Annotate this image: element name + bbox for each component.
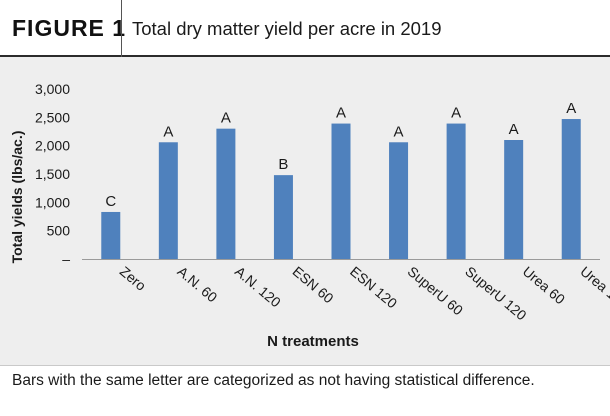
significance-letter: A bbox=[566, 100, 576, 117]
bar bbox=[389, 142, 409, 259]
figure-label: FIGURE 1 bbox=[12, 15, 127, 41]
x-tick-label: Urea 120 bbox=[577, 263, 610, 312]
bar bbox=[216, 128, 236, 259]
chart-panel: Total yields (lbs/ac.) – 500 1,000 1,500 2,0… bbox=[0, 57, 610, 365]
x-tick-label: Zero bbox=[117, 263, 149, 294]
y-tick-label: 2,000 bbox=[35, 138, 70, 154]
y-tick-label: 1,000 bbox=[35, 194, 70, 210]
x-tick-label: A.N. 120 bbox=[232, 263, 284, 310]
caption-divider bbox=[0, 365, 610, 366]
x-axis-title: N treatments bbox=[267, 333, 359, 350]
y-tick-label: 3,000 bbox=[35, 81, 70, 97]
significance-letter: A bbox=[336, 105, 346, 122]
bar bbox=[446, 123, 466, 259]
significance-letter: A bbox=[221, 110, 231, 127]
bar bbox=[101, 211, 121, 259]
bar bbox=[504, 140, 524, 259]
y-tick-label: 1,500 bbox=[35, 166, 70, 182]
x-tick-label: A.N. 60 bbox=[174, 263, 220, 305]
significance-letter: A bbox=[509, 121, 519, 138]
header-divider bbox=[121, 0, 122, 57]
y-tick-label: 500 bbox=[47, 223, 71, 239]
y-tick-label: 2,500 bbox=[35, 109, 70, 125]
bar-chart: Total yields (lbs/ac.) – 500 1,000 1,500 2,0… bbox=[9, 81, 610, 350]
figure-header: FIGURE 1 Total dry matter yield per acre… bbox=[0, 0, 610, 57]
x-tick-label: SuperU 60 bbox=[405, 263, 467, 318]
x-tick-label: ESN 120 bbox=[347, 263, 400, 311]
figure-title: Total dry matter yield per acre in 2019 bbox=[132, 18, 442, 39]
figure-caption: Bars with the same letter are categorize… bbox=[12, 372, 535, 389]
x-tick-label: SuperU 120 bbox=[462, 263, 530, 323]
significance-letter: A bbox=[394, 123, 404, 140]
bar bbox=[158, 142, 178, 259]
significance-letter: C bbox=[105, 193, 116, 210]
significance-letter: B bbox=[278, 156, 288, 173]
significance-letter: A bbox=[451, 105, 461, 122]
y-axis-title: Total yields (lbs/ac.) bbox=[9, 131, 25, 264]
bar bbox=[561, 119, 581, 260]
x-tick-label: ESN 60 bbox=[290, 263, 337, 306]
bar bbox=[331, 123, 351, 259]
x-tick-label: Urea 60 bbox=[520, 263, 569, 307]
y-tick-label: – bbox=[62, 251, 70, 267]
bar bbox=[273, 175, 293, 259]
significance-letter: A bbox=[163, 123, 173, 140]
